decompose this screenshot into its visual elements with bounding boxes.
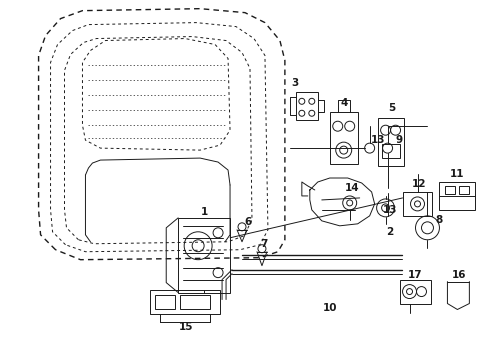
Text: 6: 6 xyxy=(245,217,252,227)
Text: 10: 10 xyxy=(322,302,337,312)
Text: 3: 3 xyxy=(291,78,298,88)
Text: 7: 7 xyxy=(260,239,268,249)
Bar xyxy=(440,182,475,210)
Text: 4: 4 xyxy=(340,98,347,108)
Bar xyxy=(180,294,210,310)
Text: 13: 13 xyxy=(370,135,385,145)
Text: 12: 12 xyxy=(412,179,427,189)
Text: 11: 11 xyxy=(450,169,465,179)
Bar xyxy=(403,192,433,216)
Bar xyxy=(445,186,455,194)
Text: 16: 16 xyxy=(452,270,466,280)
Bar xyxy=(155,294,175,310)
Bar xyxy=(382,144,399,158)
Bar xyxy=(150,289,220,315)
Bar xyxy=(296,92,318,120)
Text: 15: 15 xyxy=(179,323,194,332)
Bar xyxy=(460,186,469,194)
Bar xyxy=(178,218,230,293)
Text: 13: 13 xyxy=(382,205,397,215)
Text: 5: 5 xyxy=(388,103,395,113)
Bar xyxy=(399,280,432,303)
Text: 2: 2 xyxy=(386,227,393,237)
Text: 1: 1 xyxy=(200,207,208,217)
Text: 9: 9 xyxy=(396,135,403,145)
Text: 14: 14 xyxy=(344,183,359,193)
Text: 17: 17 xyxy=(408,270,423,280)
Text: 8: 8 xyxy=(436,215,443,225)
